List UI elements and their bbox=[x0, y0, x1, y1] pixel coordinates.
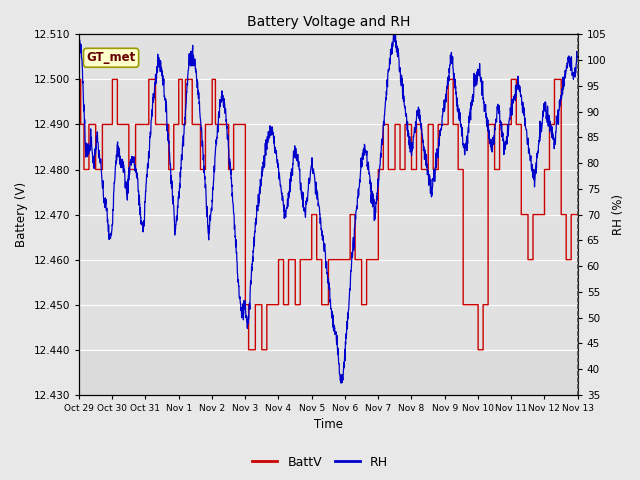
Y-axis label: Battery (V): Battery (V) bbox=[15, 182, 28, 247]
Y-axis label: RH (%): RH (%) bbox=[612, 194, 625, 235]
Legend: BattV, RH: BattV, RH bbox=[248, 451, 392, 474]
Bar bbox=[79, 350, 578, 395]
Title: Battery Voltage and RH: Battery Voltage and RH bbox=[246, 15, 410, 29]
X-axis label: Time: Time bbox=[314, 419, 343, 432]
Text: GT_met: GT_met bbox=[86, 51, 136, 64]
Bar bbox=[79, 35, 578, 350]
